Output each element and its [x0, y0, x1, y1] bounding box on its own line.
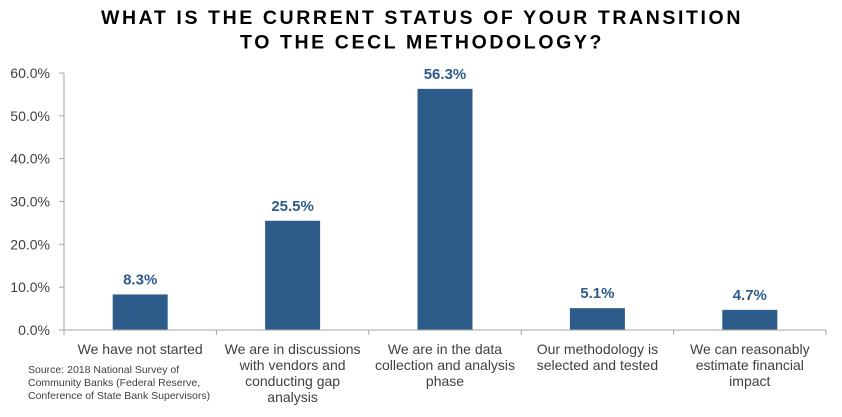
data-label: 8.3%: [123, 271, 157, 288]
source-text: Source: 2018 National Survey of Community…: [28, 364, 210, 402]
source-note: Source: 2018 National Survey of Community…: [28, 364, 210, 402]
y-axis: 0.0% 10.0% 20.0% 30.0% 40.0% 50.0% 60.0%: [10, 65, 65, 338]
chart-title-line: WHAT IS THE CURRENT STATUS OF YOUR TRANS…: [101, 7, 743, 29]
chart-title: WHAT IS THE CURRENT STATUS OF YOUR TRANS…: [101, 7, 743, 54]
chart-title-line: TO THE CECL METHODOLOGY?: [240, 32, 604, 54]
bar: [722, 309, 778, 330]
data-labels: 8.3% 25.5% 56.3% 5.1% 4.7%: [123, 66, 767, 304]
x-axis: We have not started We are in discussions…: [63, 329, 827, 405]
category-label: We are in the data collection and analysi…: [375, 341, 515, 389]
y-tick-label: 50.0%: [10, 108, 50, 124]
category-label: We can reasonably estimate financial impac…: [690, 341, 810, 389]
data-label: 4.7%: [733, 287, 767, 304]
bars: [112, 88, 778, 331]
y-tick-label: 10.0%: [10, 279, 50, 295]
category-label: We have not started: [78, 341, 203, 357]
y-tick-label: 30.0%: [10, 194, 50, 210]
bar: [112, 294, 168, 330]
y-tick-label: 40.0%: [10, 151, 50, 167]
data-label: 25.5%: [271, 198, 314, 215]
bar: [569, 308, 625, 330]
category-label: We are in discussions with vendors and con…: [225, 341, 361, 405]
y-tick-label: 0.0%: [18, 322, 50, 338]
category-label: Our methodology is selected and tested: [537, 341, 658, 373]
y-tick-label: 20.0%: [10, 236, 50, 252]
data-label: 56.3%: [424, 66, 467, 83]
y-tick-label: 60.0%: [10, 65, 50, 81]
bar: [417, 88, 473, 331]
data-label: 5.1%: [580, 285, 614, 302]
bar: [265, 220, 321, 330]
